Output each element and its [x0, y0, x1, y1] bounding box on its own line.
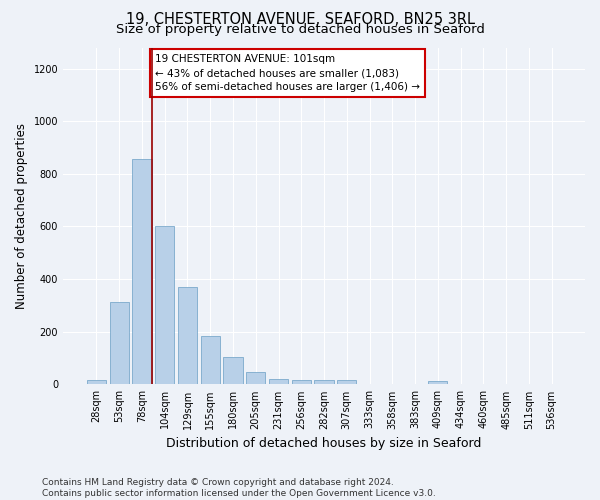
Text: 19, CHESTERTON AVENUE, SEAFORD, BN25 3RL: 19, CHESTERTON AVENUE, SEAFORD, BN25 3RL — [125, 12, 475, 28]
Bar — [292, 380, 311, 384]
Text: Size of property relative to detached houses in Seaford: Size of property relative to detached ho… — [116, 22, 484, 36]
Bar — [246, 372, 265, 384]
X-axis label: Distribution of detached houses by size in Seaford: Distribution of detached houses by size … — [166, 437, 482, 450]
Bar — [200, 336, 220, 384]
Bar — [269, 379, 288, 384]
Bar — [155, 226, 175, 384]
Bar — [110, 302, 129, 384]
Text: Contains HM Land Registry data © Crown copyright and database right 2024.
Contai: Contains HM Land Registry data © Crown c… — [42, 478, 436, 498]
Bar — [337, 380, 356, 384]
Y-axis label: Number of detached properties: Number of detached properties — [15, 123, 28, 309]
Bar — [314, 380, 334, 384]
Bar — [132, 160, 152, 384]
Bar — [87, 380, 106, 384]
Text: 19 CHESTERTON AVENUE: 101sqm
← 43% of detached houses are smaller (1,083)
56% of: 19 CHESTERTON AVENUE: 101sqm ← 43% of de… — [155, 54, 420, 92]
Bar — [223, 357, 242, 384]
Bar — [428, 382, 448, 384]
Bar — [178, 287, 197, 384]
